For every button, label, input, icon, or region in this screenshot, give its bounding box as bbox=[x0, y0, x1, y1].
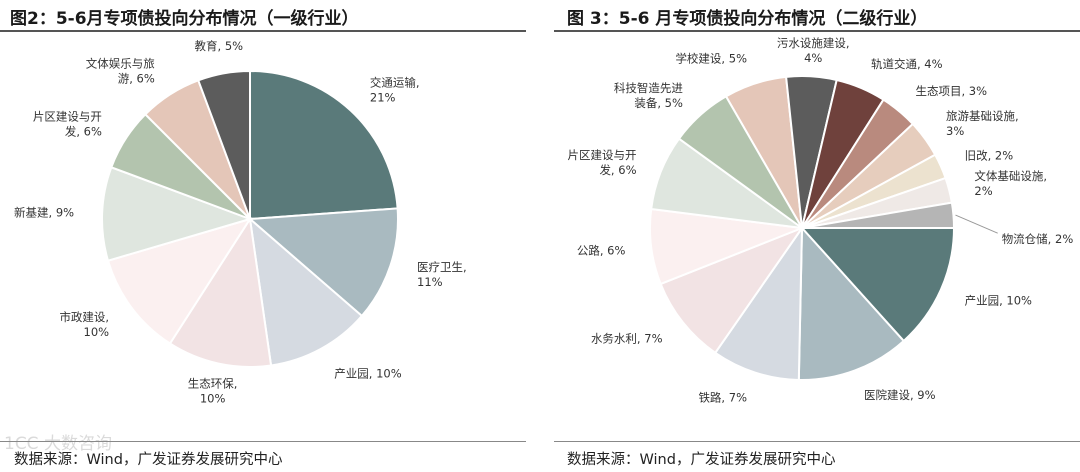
pie-label-7: 文体娱乐与旅游, 6% bbox=[86, 56, 155, 85]
pie-label-8: 教育, 5% bbox=[195, 39, 244, 53]
figure-2-panel: 图2：5-6月专项债投向分布情况（一级行业） 交通运输, 21% 医疗卫生, 11% 产… bbox=[0, 9, 526, 468]
pie-label-9: 医院建设, 9% bbox=[864, 388, 936, 402]
figure-3-panel: 图 3：5-6 月专项债投向分布情况（二级行业） 学校建设, 5% 污水设施建设,… bbox=[540, 0, 1080, 472]
pie-label-10: 铁路, 7% bbox=[698, 390, 747, 404]
figure-3-pie-chart: 学校建设, 5% 污水设施建设, 4% 轨道交通, 4% 生态项目, 3% 旅游基础设施,… bbox=[568, 36, 1074, 404]
figure-2-bottom-rule bbox=[0, 441, 526, 442]
pie-slice-9 bbox=[797, 225, 906, 381]
figure-3-title: 图 3：5-6 月专项债投向分布情况（二级行业） bbox=[567, 9, 928, 29]
pie-label-3: 生态环保, 10% bbox=[188, 377, 238, 406]
pie-slice-11 bbox=[659, 225, 805, 355]
pie-slice-2 bbox=[248, 216, 364, 367]
pie-slice-8 bbox=[196, 69, 251, 220]
pie-slice-5 bbox=[101, 165, 254, 262]
pie-label-13: 片区建设与开发, 6% bbox=[568, 148, 637, 177]
figure-2-title: 图2：5-6月专项债投向分布情况（一级行业） bbox=[10, 9, 359, 29]
pie-slice-14 bbox=[677, 94, 803, 229]
pie-slice-0 bbox=[249, 69, 399, 221]
figure-2-source: 数据来源：Wind，广发证券发展研究中心 bbox=[14, 452, 283, 468]
pie-label-0: 学校建设, 5% bbox=[675, 52, 747, 66]
figure-3-source: 数据来源：Wind，广发证券发展研究中心 bbox=[567, 452, 836, 468]
pie-label-14: 科技智造先进装备, 5% bbox=[614, 81, 683, 110]
pie-label-2: 轨道交通, 4% bbox=[871, 57, 943, 71]
pie-label-6: 片区建设与开发, 6% bbox=[33, 109, 102, 138]
pie-label-7: 物流仓储, 2% bbox=[1002, 232, 1074, 246]
pie-slice-4 bbox=[106, 217, 253, 345]
pie-label-11: 水务水利, 7% bbox=[591, 332, 663, 346]
pie-label-5: 新基建, 9% bbox=[14, 206, 74, 220]
pie-label-1: 污水设施建设, 4% bbox=[777, 36, 850, 65]
pie-label-12: 公路, 6% bbox=[577, 243, 626, 257]
figure-2-pie-chart: 交通运输, 21% 医疗卫生, 11% 产业园, 10% 生态环保, 10% 市政建设, 10%… bbox=[14, 39, 467, 406]
pie-slice-8 bbox=[799, 227, 956, 343]
pie-label-3: 生态项目, 3% bbox=[916, 84, 988, 98]
pie-label-0: 交通运输, 21% bbox=[370, 76, 420, 105]
pie-label-5: 旧改, 2% bbox=[965, 149, 1014, 163]
pie-slice-3 bbox=[168, 216, 273, 368]
figure-2-top-rule bbox=[0, 30, 526, 32]
pie-slice-10 bbox=[713, 224, 804, 381]
pie-label-4: 市政建设, 10% bbox=[59, 310, 109, 339]
pie-label-6: 文体基础设施, 2% bbox=[974, 169, 1047, 198]
pie-label-1: 医疗卫生, 11% bbox=[417, 260, 467, 289]
figure-3-top-rule bbox=[554, 30, 1080, 32]
figure-3-bottom-rule bbox=[554, 441, 1080, 442]
pie-slice-1 bbox=[247, 207, 399, 318]
pie-label-2: 产业园, 10% bbox=[334, 367, 401, 381]
pie-leader-line-7 bbox=[955, 214, 998, 234]
pie-label-8: 产业园, 10% bbox=[965, 293, 1032, 307]
pie-label-4: 旅游基础设施, 3% bbox=[946, 109, 1019, 138]
